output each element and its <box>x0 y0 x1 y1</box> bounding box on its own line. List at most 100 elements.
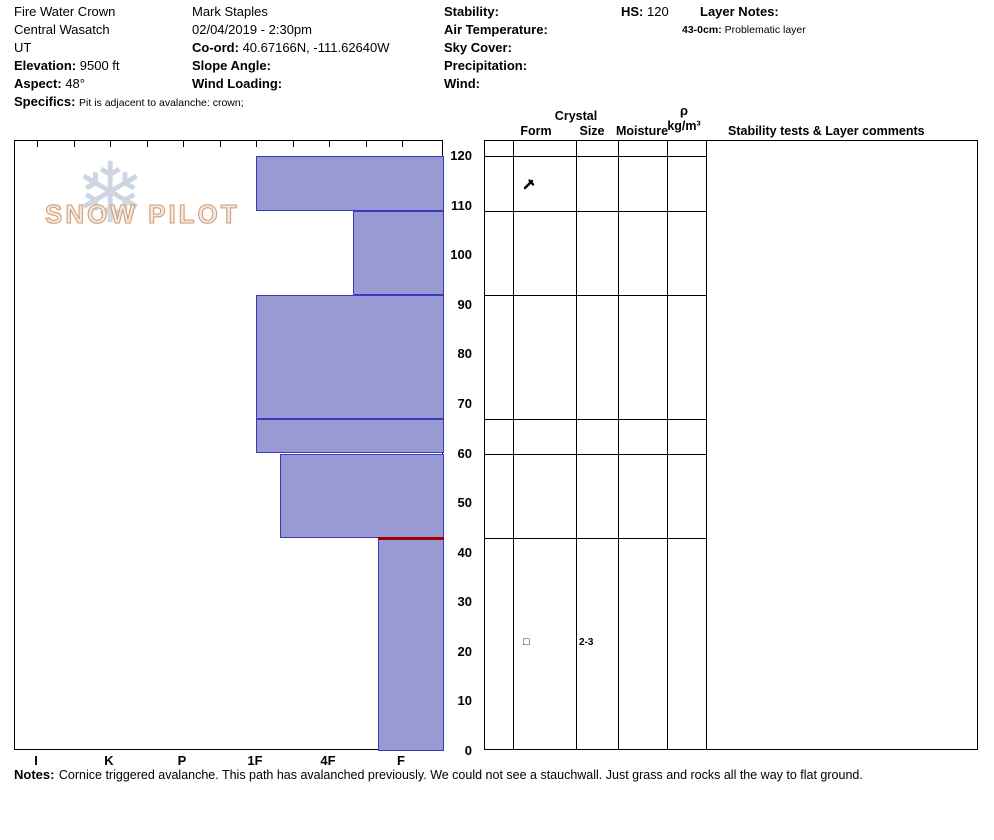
layer-note-text: Problematic layer <box>724 24 806 36</box>
crystal-columns-grid: □ 2-3 <box>484 140 707 750</box>
hardness-label: 1F <box>247 753 263 768</box>
slope-angle-row: Slope Angle: <box>192 58 271 73</box>
snow-layer-bar <box>256 156 444 211</box>
header-form: Form <box>520 124 552 138</box>
coordinates-value: 40.67166N, -111.62640W <box>242 40 390 55</box>
wind-loading-row: Wind Loading: <box>192 76 282 91</box>
header-moisture: Moisture <box>615 124 669 138</box>
specifics-value: Pit is adjacent to avalanche: crown; <box>79 97 244 109</box>
hardness-axis: I K P 1F 4F F <box>14 751 443 768</box>
notes-text: Cornice triggered avalanche. This path h… <box>58 768 863 782</box>
layer-note-range: 43-0cm: <box>682 24 722 36</box>
hardness-tick <box>292 141 294 147</box>
header-density-symbol: ρ <box>679 103 689 118</box>
grain-form-decomposing-icon <box>523 177 535 190</box>
observer-name: Mark Staples <box>192 4 268 19</box>
hardness-label: P <box>177 753 187 768</box>
hardness-tick <box>183 141 184 147</box>
snowflake-icon: ❄ <box>75 146 146 240</box>
depth-label: 80 <box>457 346 472 362</box>
snow-layer-bar <box>353 210 444 295</box>
snow-layer-bar <box>280 453 444 538</box>
hardness-tick <box>256 141 257 147</box>
depth-label: 70 <box>457 395 472 411</box>
column-divider-line <box>667 141 668 749</box>
snow-layer-bar <box>256 294 444 419</box>
column-divider-line <box>513 141 514 749</box>
grain-form-faceted-icon: □ <box>523 636 530 649</box>
specifics-row: Specifics: Pit is adjacent to avalanche:… <box>14 94 244 109</box>
hardness-profile-chart: ❄ SNOW PILOT <box>14 140 444 751</box>
sky-cover-row: Sky Cover: <box>444 40 512 55</box>
aspect-row: Aspect: 48° <box>14 76 85 91</box>
elevation-value: 9500 ft <box>79 58 120 73</box>
layer-boundary-line <box>485 418 706 420</box>
snow-layer-bar <box>256 418 444 454</box>
layer-boundary-line <box>485 210 706 212</box>
snow-layer-bar <box>378 537 444 751</box>
stability-label: Stability: <box>444 4 499 19</box>
layer-notes-title: Layer Notes: <box>700 4 779 19</box>
layer-boundary-line <box>485 537 706 539</box>
hardness-tick <box>365 141 367 147</box>
depth-axis: 0 10 20 30 40 50 60 70 80 90 100 110 120 <box>444 140 472 758</box>
depth-label: 110 <box>451 197 472 213</box>
hardness-label: K <box>104 753 114 768</box>
precipitation-row: Precipitation: <box>444 58 527 73</box>
hardness-label: F <box>397 753 405 768</box>
hardness-tick <box>73 141 75 147</box>
hardness-tick <box>146 141 148 147</box>
pit-notes: Notes: Cornice triggered avalanche. This… <box>14 766 863 784</box>
depth-label: 50 <box>457 495 472 511</box>
elevation-label: Elevation: <box>14 58 77 73</box>
stability-comments-box <box>706 140 978 750</box>
wind-row: Wind: <box>444 76 480 91</box>
depth-label: 10 <box>457 693 472 709</box>
notes-label: Notes: <box>14 767 55 782</box>
wind-loading-label: Wind Loading: <box>192 76 283 91</box>
header-crystal: Crystal <box>554 109 598 123</box>
hardness-tick <box>219 141 221 147</box>
aspect-label: Aspect: <box>14 76 62 91</box>
depth-label: 30 <box>457 594 472 610</box>
column-divider-line <box>618 141 619 749</box>
hardness-tick <box>110 141 111 147</box>
air-temperature-row: Air Temperature: <box>444 22 548 37</box>
air-temperature-label: Air Temperature: <box>444 22 548 37</box>
coordinates-label: Co-ord: <box>192 40 239 55</box>
stability-row: Stability: <box>444 4 499 19</box>
depth-label: 60 <box>457 445 472 461</box>
precipitation-label: Precipitation: <box>444 58 528 73</box>
problem-layer-line <box>378 536 444 540</box>
hardness-label: I <box>34 753 38 768</box>
hardness-label: 4F <box>320 753 336 768</box>
grain-size-value: 2-3 <box>579 637 594 649</box>
sky-cover-label: Sky Cover: <box>444 40 512 55</box>
depth-label: 120 <box>450 148 472 163</box>
specifics-label: Specifics: <box>14 94 76 109</box>
header-stability-comments: Stability tests & Layer comments <box>728 124 925 138</box>
hardness-tick <box>329 141 330 147</box>
coordinates-row: Co-ord: 40.67166N, -111.62640W <box>192 40 390 55</box>
depth-label: 100 <box>450 247 472 263</box>
hs-value: 120 <box>647 4 669 19</box>
depth-label: 40 <box>457 544 472 560</box>
header-density-units: kg/m³ <box>667 119 701 133</box>
hs-row: HS: 120 <box>621 4 669 19</box>
elevation-row: Elevation: 9500 ft <box>14 58 120 73</box>
depth-label: 90 <box>457 296 472 312</box>
depth-label: 20 <box>457 643 472 659</box>
hs-label: HS: <box>621 4 644 19</box>
header-size: Size <box>579 124 605 138</box>
layer-boundary-line <box>485 294 706 296</box>
layer-note-item: 43-0cm: Problematic layer <box>682 24 806 36</box>
slope-angle-label: Slope Angle: <box>192 58 271 73</box>
layer-boundary-line <box>485 453 706 455</box>
pit-name: Fire Water Crown <box>14 4 116 19</box>
hardness-tick <box>37 141 38 147</box>
hardness-tick <box>402 141 403 147</box>
layer-boundary-line <box>485 156 706 157</box>
snowpilot-logo-text: SNOW PILOT <box>45 199 240 230</box>
state-name: UT <box>14 40 32 55</box>
